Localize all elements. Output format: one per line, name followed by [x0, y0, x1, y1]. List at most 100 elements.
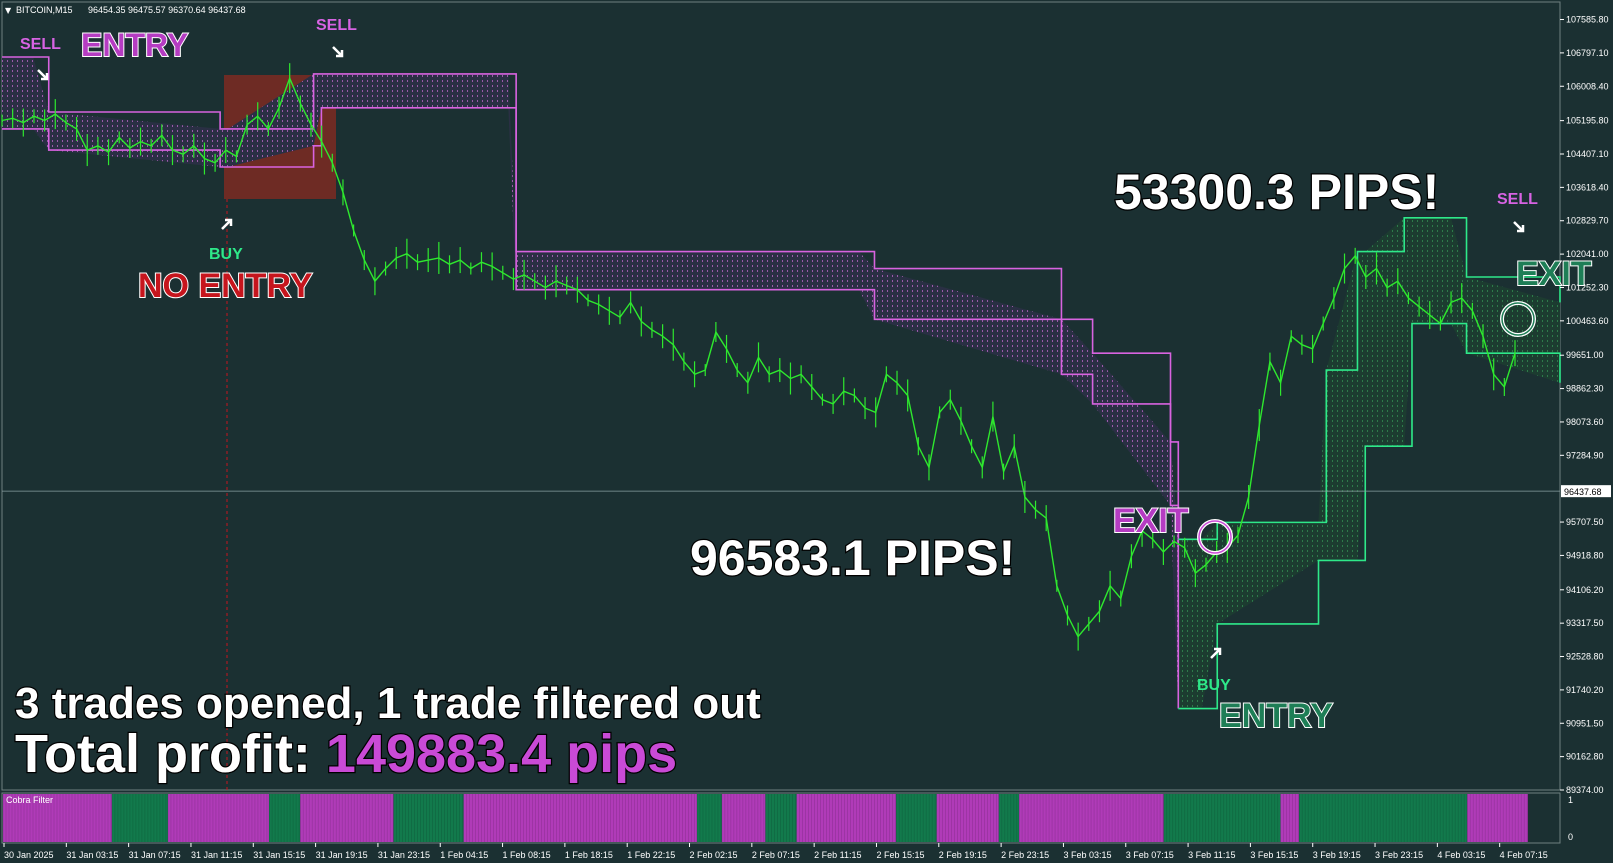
y-tick-label: 94106.20	[1566, 585, 1604, 595]
summary-value: 149883.4 pips	[326, 724, 677, 784]
summary-prefix: Total profit:	[15, 724, 326, 784]
symbol-label: BITCOIN,M15	[16, 5, 73, 15]
filter-label: Cobra Filter	[6, 795, 53, 805]
arrow-down-right-icon	[1513, 221, 1525, 233]
y-tick-label: 106008.40	[1566, 81, 1609, 91]
entry-label-2: ENTRY	[1219, 697, 1333, 735]
x-tick-label: 1 Feb 08:15	[503, 850, 551, 860]
filter-segment	[696, 794, 722, 842]
y-tick-label: 100463.60	[1566, 316, 1609, 326]
filter-segment	[936, 794, 999, 842]
x-tick-label: 1 Feb 22:15	[627, 850, 675, 860]
y-tick-label: 99651.00	[1566, 350, 1604, 360]
pips-label-2: 53300.3 PIPS!	[1114, 164, 1439, 220]
filter-segment	[896, 794, 937, 842]
entry-label-1: ENTRY	[81, 27, 188, 63]
arrow-up-right-icon	[221, 218, 233, 230]
y-tick-label: 89374.00	[1566, 785, 1604, 795]
x-tick-label: 31 Jan 07:15	[129, 850, 181, 860]
filter-scale-top: 1	[1568, 795, 1573, 805]
filter-segment	[1467, 794, 1528, 842]
filter-segment	[269, 794, 301, 842]
filter-panel	[1, 792, 1561, 844]
filter-segment	[463, 794, 697, 842]
y-tick-label: 93317.50	[1566, 618, 1604, 628]
filter-segment	[1019, 794, 1164, 842]
x-tick-label: 3 Feb 07:15	[1126, 850, 1174, 860]
pips-label-1: 96583.1 PIPS!	[690, 530, 1015, 586]
filter-scale-bottom: 0	[1568, 832, 1573, 842]
sell-label-1: SELL	[20, 36, 61, 53]
x-tick-label: 3 Feb 03:15	[1063, 850, 1111, 860]
main-plot	[1, 1, 1561, 791]
filter-segment	[300, 794, 394, 842]
bull-band-lower	[1178, 322, 1561, 710]
y-tick-label: 104407.10	[1566, 149, 1609, 159]
x-tick-label: 4 Feb 07:15	[1500, 850, 1548, 860]
x-tick-label: 3 Feb 19:15	[1313, 850, 1361, 860]
y-tick-label: 102041.00	[1566, 249, 1609, 259]
x-tick-label: 31 Jan 11:15	[191, 850, 242, 860]
x-tick-label: 2 Feb 02:15	[690, 850, 738, 860]
arrow-up-right-icon	[1210, 647, 1222, 659]
y-tick-label: 95707.50	[1566, 517, 1604, 527]
y-tick-label: 97284.90	[1566, 450, 1604, 460]
y-tick-label: 91740.20	[1566, 685, 1604, 695]
exit-circle-2-inner	[1501, 302, 1535, 336]
x-tick-label: 2 Feb 19:15	[939, 850, 987, 860]
y-tick-label: 92528.80	[1566, 652, 1604, 662]
price-line	[1, 76, 1516, 638]
bear-band-lower	[2, 106, 1180, 709]
x-tick-label: 2 Feb 15:15	[876, 850, 924, 860]
y-tick-label: 102829.70	[1566, 216, 1609, 226]
x-tick-label: 30 Jan 2025	[4, 850, 54, 860]
sell-label-3: SELL	[1497, 191, 1538, 208]
current-price-box	[1561, 485, 1611, 498]
current-price-label: 96437.68	[1564, 487, 1602, 497]
x-tick-label: 3 Feb 15:15	[1250, 850, 1298, 860]
y-tick-label: 106797.10	[1566, 48, 1609, 58]
summary-line-1: 3 trades opened, 1 trade filtered out	[15, 679, 761, 728]
x-tick-label: 1 Feb 18:15	[565, 850, 613, 860]
x-tick-label: 3 Feb 23:15	[1375, 850, 1423, 860]
filter-segment	[998, 794, 1020, 842]
annotations: SELL ENTRY SELL BUY NO ENTRY 53300.3 PIP…	[14, 17, 1593, 785]
ohlc-label: 96454.35 96475.57 96370.64 96437.68	[88, 5, 246, 15]
exit-label-1: EXIT	[1113, 502, 1189, 540]
bear-band-fill	[2, 56, 1179, 709]
y-tick-label: 107585.80	[1566, 15, 1609, 25]
filter-segment	[1163, 794, 1281, 842]
x-tick-label: 31 Jan 03:15	[66, 850, 118, 860]
x-tick-label: 3 Feb 11:15	[1188, 850, 1235, 860]
bull-band-fill	[1178, 217, 1560, 709]
filter-segment	[111, 794, 168, 842]
plot-frame	[1, 1, 1561, 791]
summary-line-2: Total profit: 149883.4 pips	[15, 724, 677, 784]
filter-segment	[796, 794, 897, 842]
filter-segment	[167, 794, 270, 842]
x-tick-label: 31 Jan 23:15	[378, 850, 430, 860]
y-tick-label: 103618.40	[1566, 182, 1609, 192]
x-tick-label: 1 Feb 04:15	[440, 850, 488, 860]
y-tick-label: 90162.80	[1566, 752, 1604, 762]
bear-band-upper	[2, 56, 1180, 540]
sell-label-2: SELL	[316, 17, 357, 34]
y-tick-label: 94918.80	[1566, 550, 1604, 560]
x-tick-label: 2 Feb 11:15	[814, 850, 861, 860]
arrow-down-right-icon	[37, 69, 49, 81]
x-tick-label: 2 Feb 07:15	[752, 850, 800, 860]
y-tick-label: 101252.30	[1566, 282, 1609, 292]
arrow-down-right-icon	[332, 46, 344, 58]
x-tick-label: 4 Feb 03:15	[1437, 850, 1485, 860]
no-entry-label: NO ENTRY	[138, 267, 313, 305]
y-tick-label: 98073.60	[1566, 417, 1604, 427]
menu-triangle-icon[interactable]: ▼	[5, 6, 12, 15]
y-tick-label: 90951.50	[1566, 718, 1604, 728]
x-tick-label: 31 Jan 19:15	[316, 850, 368, 860]
filter-segment	[765, 794, 797, 842]
y-tick-label: 105195.80	[1566, 116, 1609, 126]
filter-segment	[1280, 794, 1300, 842]
exit-label-2: EXIT	[1516, 255, 1592, 293]
x-tick-label: 31 Jan 15:15	[253, 850, 305, 860]
